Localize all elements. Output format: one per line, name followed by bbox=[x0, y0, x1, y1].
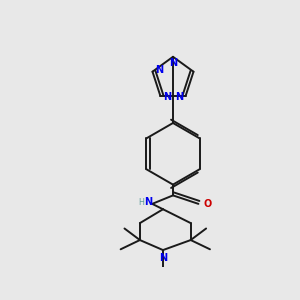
Text: O: O bbox=[203, 199, 212, 209]
Text: N: N bbox=[169, 58, 177, 68]
Text: N: N bbox=[144, 197, 152, 207]
Text: N: N bbox=[163, 92, 171, 102]
Text: H: H bbox=[139, 198, 144, 207]
Text: N: N bbox=[155, 65, 164, 75]
Text: N: N bbox=[159, 253, 167, 263]
Text: N: N bbox=[175, 92, 183, 102]
